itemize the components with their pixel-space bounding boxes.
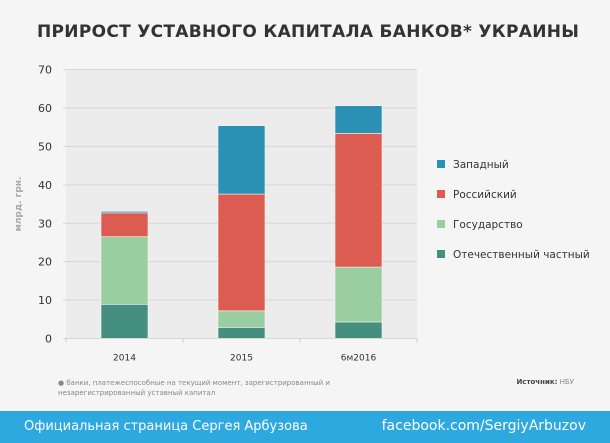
footer-left-text: Официальная страница Сергея Арбузова xyxy=(24,419,308,434)
bar-segment xyxy=(334,105,383,134)
bar-segment xyxy=(334,133,383,268)
bar-segment xyxy=(334,266,383,323)
chart-title: ПРИРОСТ УСТАВНОГО КАПИТАЛА БАНКОВ* УКРАИ… xyxy=(37,22,580,42)
y-tick-label: 60 xyxy=(38,102,52,115)
bar-segment xyxy=(100,212,149,238)
stacked-bar-chart: 0 10 20 30 40 50 60 70 млрд. грн. 2014 2015 6м2016 З… xyxy=(14,64,590,364)
footer-bar: Официальная страница Сергея Арбузова fac… xyxy=(0,411,610,443)
legend-label: Российский xyxy=(453,189,517,201)
legend-swatch xyxy=(437,220,445,228)
y-tick-label: 10 xyxy=(38,294,52,307)
legend-label: Западный xyxy=(453,159,509,171)
y-tick-label: 70 xyxy=(38,64,52,77)
bar-segment xyxy=(334,321,383,339)
y-tick-label: 50 xyxy=(38,140,52,153)
legend-label: Государство xyxy=(453,219,523,231)
y-tick-label: 20 xyxy=(38,256,52,269)
y-tick-label: 0 xyxy=(45,333,52,346)
footer-facebook-link[interactable]: facebook.com/SergiyArbuzov xyxy=(381,418,586,434)
bar-segment xyxy=(217,193,266,312)
bar-segment xyxy=(100,211,149,214)
footnote-text: банки, платежеспособные на текущий момен… xyxy=(58,379,330,397)
bar-segment xyxy=(217,327,266,339)
y-tick-label: 40 xyxy=(38,179,52,192)
legend-label: Отечественный частный xyxy=(453,249,590,261)
legend-swatch xyxy=(437,190,445,198)
x-tick-label: 2015 xyxy=(230,354,253,364)
bar-segment xyxy=(100,304,149,339)
y-tick-label: 30 xyxy=(38,217,52,230)
source: Источник: НБУ xyxy=(516,378,574,386)
bar-segment xyxy=(100,236,149,305)
footnote: ● банки, платежеспособные на текущий мом… xyxy=(58,379,330,397)
source-label: Источник: xyxy=(516,378,558,386)
x-tick-label: 2014 xyxy=(113,354,136,364)
legend-swatch xyxy=(437,250,445,258)
source-value: НБУ xyxy=(559,378,574,386)
x-tick-label: 6м2016 xyxy=(341,354,377,364)
legend-swatch xyxy=(437,160,445,168)
y-axis-label: млрд. грн. xyxy=(14,177,24,232)
bar-segment xyxy=(217,310,266,328)
bar-segment xyxy=(217,125,266,195)
